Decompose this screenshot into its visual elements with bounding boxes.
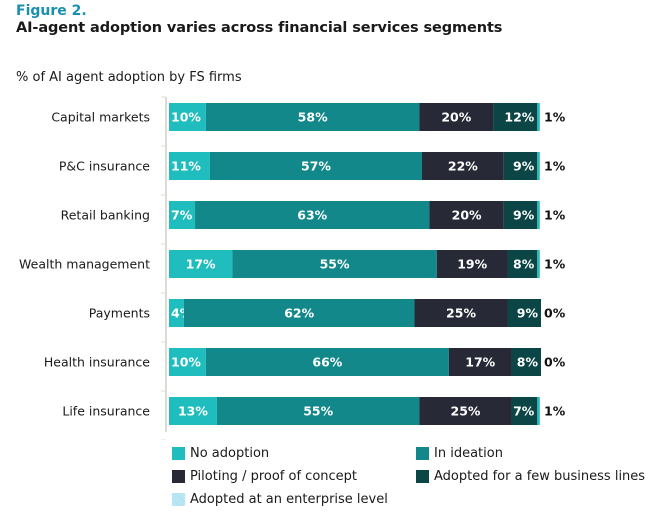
data-label: 19%	[457, 257, 487, 272]
data-label-outside: 1%	[544, 159, 566, 174]
data-label-outside: 0%	[544, 355, 566, 370]
bar-segment	[169, 397, 217, 425]
bar-segment	[429, 201, 504, 229]
bar-segment	[511, 348, 541, 376]
legend-item-enterprise-level: Adopted at an enterprise level	[172, 492, 388, 507]
legend-item-piloting: Piloting / proof of concept	[172, 469, 357, 484]
data-label: 20%	[441, 110, 471, 125]
chart-title: AI-agent adoption varies across financia…	[16, 20, 503, 36]
bar-segment	[507, 299, 541, 327]
bar-segment	[421, 152, 504, 180]
bar-segment	[169, 152, 210, 180]
stacked-bar-chart: Capital markets 10% 58% 20% 12% 1% P&C insuran…	[19, 96, 566, 440]
data-label: 57%	[301, 159, 331, 174]
legend-label: Adopted for a few business lines	[434, 469, 646, 484]
legend-item-few-business-lines: Adopted for a few business lines	[416, 469, 645, 484]
bar-segment	[493, 103, 538, 131]
figure-label: Figure 2.	[16, 3, 87, 19]
data-label-outside: 1%	[544, 110, 566, 125]
legend-swatch	[416, 470, 429, 483]
data-label: 7%	[513, 404, 535, 419]
data-label: 11%	[171, 159, 201, 174]
bar-segment	[419, 103, 494, 131]
bar-segment	[169, 299, 184, 327]
data-label: 62%	[284, 306, 314, 321]
data-label: 17%	[186, 257, 216, 272]
data-label: 22%	[448, 159, 478, 174]
data-label: 9%	[513, 208, 535, 223]
bar-segment	[209, 152, 422, 180]
data-label-outside: 1%	[544, 404, 566, 419]
legend-swatch	[172, 493, 185, 506]
bar-segment	[169, 348, 206, 376]
data-label: 20%	[452, 208, 482, 223]
legend-swatch	[172, 470, 185, 483]
data-label: 25%	[451, 404, 481, 419]
legend-item-no-adoption: No adoption	[172, 446, 269, 461]
category-label: Health insurance	[44, 355, 150, 370]
legend-label: Adopted at an enterprise level	[190, 492, 388, 507]
bar-segment	[537, 152, 540, 180]
data-label: 63%	[297, 208, 327, 223]
data-label: 58%	[298, 110, 328, 125]
data-label: 10%	[171, 110, 201, 125]
bar-segment	[537, 397, 540, 425]
bar-segment	[169, 201, 196, 229]
data-label: 7%	[171, 208, 193, 223]
category-label: Wealth management	[19, 257, 150, 272]
bar-segment	[507, 250, 538, 278]
bar-segment	[169, 103, 206, 131]
data-label: 66%	[312, 355, 342, 370]
category-label: Retail banking	[61, 208, 150, 223]
category-label: Payments	[89, 306, 150, 321]
bar-segment	[183, 299, 415, 327]
legend-label: No adoption	[190, 446, 270, 461]
legend-swatch	[172, 447, 185, 460]
data-label: 8%	[517, 355, 539, 370]
legend-swatch	[416, 447, 429, 460]
bar-segment	[205, 348, 449, 376]
bar-segment	[436, 250, 508, 278]
bar-segment	[414, 299, 508, 327]
bar-segment	[169, 250, 233, 278]
bar-segment	[537, 250, 540, 278]
bar-segment	[195, 201, 430, 229]
legend-label: In ideation	[434, 446, 503, 461]
data-label: 8%	[513, 257, 535, 272]
chart-subtitle: % of AI agent adoption by FS firms	[16, 70, 242, 85]
data-label: 9%	[517, 306, 539, 321]
data-label-outside: 1%	[544, 257, 566, 272]
bar-segment	[537, 201, 540, 229]
legend-label: Piloting / proof of concept	[190, 469, 358, 484]
bar-segment	[232, 250, 437, 278]
bar-segment	[503, 152, 538, 180]
bar-segment	[511, 397, 538, 425]
category-label: P&C insurance	[59, 159, 150, 174]
data-label: 17%	[465, 355, 495, 370]
bar-segment	[216, 397, 420, 425]
bar-segment	[537, 103, 540, 131]
data-label: 13%	[178, 404, 208, 419]
data-label-outside: 1%	[544, 208, 566, 223]
data-label-outside: 0%	[544, 306, 566, 321]
bar-segment	[205, 103, 420, 131]
data-label: 55%	[320, 257, 350, 272]
data-label: 9%	[513, 159, 535, 174]
bar-segment	[419, 397, 512, 425]
data-label: 12%	[504, 110, 534, 125]
legend-item-in-ideation: In ideation	[416, 446, 503, 461]
data-label: 25%	[446, 306, 476, 321]
category-label: Capital markets	[51, 110, 150, 125]
bar-segment	[448, 348, 512, 376]
bar-segment	[503, 201, 538, 229]
data-label: 55%	[303, 404, 333, 419]
data-label: 10%	[171, 355, 201, 370]
category-label: Life insurance	[62, 404, 150, 419]
